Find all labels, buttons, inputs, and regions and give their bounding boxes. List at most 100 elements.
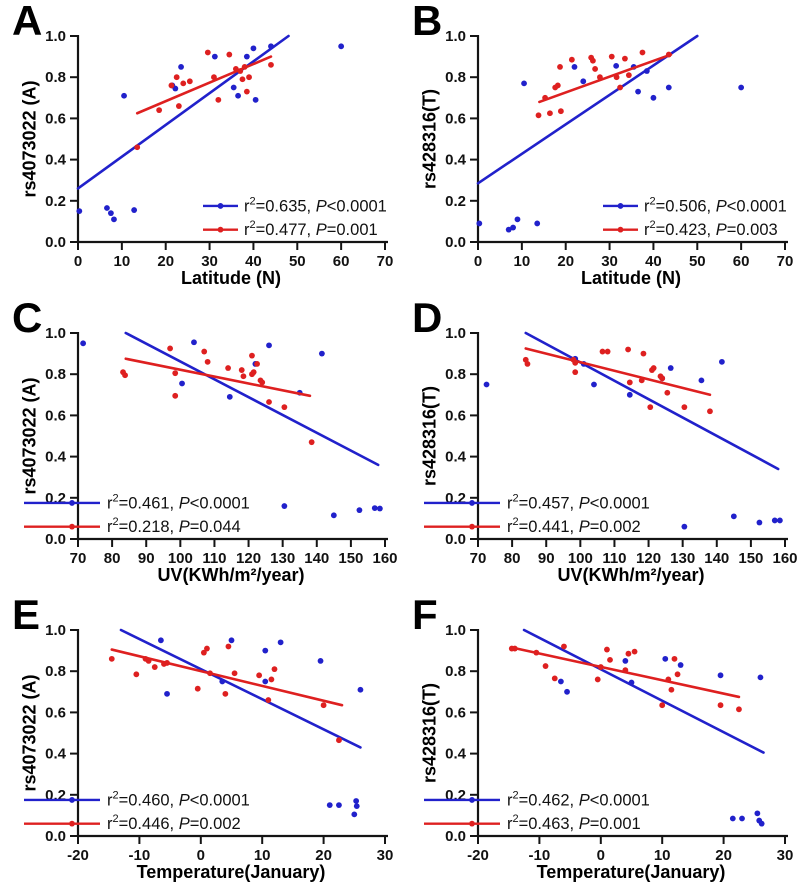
- red-data-point: [613, 74, 620, 81]
- blue-data-point: [681, 523, 688, 530]
- legend-label: r2=0.506, P<0.0001: [644, 195, 787, 215]
- y-tick-label: 0.4: [45, 746, 67, 763]
- red-data-point: [568, 56, 575, 63]
- x-tick-label: -10: [129, 847, 151, 864]
- red-data-point: [156, 107, 163, 114]
- red-data-point: [572, 359, 579, 366]
- blue-data-point: [571, 64, 578, 70]
- red-data-point: [222, 690, 229, 697]
- legend-label: r2=0.460, P<0.0001: [107, 789, 250, 809]
- blue-data-point: [107, 210, 114, 217]
- red-data-point: [168, 82, 175, 89]
- y-tick-label: 0.2: [45, 193, 66, 210]
- x-axis-title: UV(KWh/m²/year): [157, 565, 305, 585]
- legend-label: r2=0.461, P<0.0001: [107, 492, 250, 512]
- x-tick-label: 10: [514, 253, 531, 270]
- y-tick-label: 0.8: [445, 663, 466, 680]
- x-tick-label: 40: [645, 253, 662, 270]
- legend-label: r2=0.423, P=0.003: [644, 219, 778, 239]
- x-tick-label: 20: [157, 253, 174, 270]
- panel-C: C rs4073022 (A) 70 80 90 100 110 120 130 140 150…: [0, 297, 400, 594]
- x-tick-label: 160: [372, 550, 397, 567]
- blue-data-point: [338, 43, 345, 50]
- blue-data-point: [318, 350, 325, 357]
- y-tick-label: 0.2: [45, 490, 66, 507]
- red-data-point: [659, 375, 666, 382]
- blue-data-point: [756, 519, 763, 526]
- blue-data-point: [250, 45, 257, 52]
- blue-data-point: [211, 53, 218, 60]
- y-tick-label: 0.4: [45, 449, 67, 466]
- red-data-point: [542, 94, 549, 101]
- legend-label: r2=0.441, P=0.002: [507, 516, 641, 536]
- red-trend-line: [124, 357, 312, 398]
- blue-data-point: [580, 78, 587, 85]
- red-legend-marker: [69, 820, 75, 827]
- y-tick-label: 0.4: [445, 746, 467, 763]
- x-tick-label: 130: [670, 550, 695, 567]
- blue-legend-marker: [469, 500, 475, 506]
- panel-A: A rs4073022 (A) 0 10 20 30 40 50 60 70 0.0 0.2 0.4…: [0, 0, 400, 297]
- x-tick-label: 130: [270, 550, 295, 567]
- blue-trend-line: [76, 34, 290, 190]
- x-tick-label: 10: [254, 847, 271, 864]
- red-data-point: [134, 144, 141, 151]
- red-data-point: [256, 672, 263, 679]
- panel-letter: B: [412, 0, 443, 44]
- legend-label: r2=0.635, P<0.0001: [244, 195, 387, 215]
- x-tick-label: 30: [601, 253, 618, 270]
- red-data-point: [717, 702, 724, 709]
- panel-D: D rs428316(T) 70 80 90 100 110 120 130 140 150 16…: [400, 297, 800, 594]
- scatter-chart-latitude-rs4073022: 0 10 20 30 40 50 60 70 0.0 0.2 0.4 0.6 0.8 1.0 r2=0.63…: [45, 28, 393, 270]
- x-tick-label: 50: [689, 253, 706, 270]
- red-data-point: [259, 379, 266, 386]
- blue-data-point: [235, 92, 241, 99]
- blue-data-point: [76, 208, 83, 215]
- y-tick-label: 0.0: [445, 234, 466, 251]
- x-tick-label: 140: [704, 550, 729, 567]
- red-data-point: [266, 399, 272, 405]
- x-tick-label: 30: [377, 847, 394, 864]
- y-tick-label: 0.0: [45, 531, 66, 548]
- blue-data-point: [226, 393, 233, 400]
- x-tick-label: 10: [654, 847, 671, 864]
- blue-data-point: [131, 207, 138, 213]
- panel-letter: D: [412, 294, 443, 341]
- red-data-point: [640, 350, 647, 357]
- blue-data-point: [351, 811, 358, 818]
- blue-data-point: [754, 810, 761, 817]
- y-tick-label: 1.0: [45, 28, 66, 45]
- red-data-point: [625, 346, 631, 353]
- blue-data-point: [252, 96, 259, 103]
- x-tick-label: 110: [602, 550, 626, 567]
- red-data-point: [225, 643, 232, 650]
- red-data-point: [557, 64, 563, 70]
- red-data-point: [308, 439, 315, 446]
- red-data-point: [215, 96, 222, 103]
- red-data-point: [674, 671, 681, 678]
- red-data-point: [231, 670, 238, 677]
- blue-data-point: [613, 62, 620, 69]
- red-data-point: [204, 645, 210, 652]
- red-data-point: [668, 686, 675, 693]
- blue-legend-marker: [617, 203, 624, 209]
- red-data-point: [542, 663, 549, 669]
- blue-data-point: [483, 381, 490, 388]
- x-tick-label: 0: [597, 847, 605, 864]
- y-tick-label: 0.6: [45, 110, 66, 127]
- x-tick-label: 30: [201, 253, 218, 270]
- red-trend-line: [135, 55, 273, 115]
- blue-data-point: [534, 220, 541, 227]
- red-data-point: [133, 671, 140, 678]
- x-tick-label: 50: [289, 253, 306, 270]
- blue-data-point: [643, 68, 650, 74]
- x-tick-label: 120: [236, 550, 261, 567]
- red-data-point: [599, 348, 606, 355]
- scatter-chart-uv-rs4073022: 70 80 90 100 110 120 130 140 150 160 0.0 0.2 0.4 0.6 0…: [24, 325, 398, 567]
- red-data-point: [557, 108, 564, 115]
- red-data-point: [554, 82, 561, 89]
- blue-data-point: [635, 88, 641, 95]
- x-tick-label: 160: [772, 550, 797, 567]
- blue-data-point: [228, 637, 235, 644]
